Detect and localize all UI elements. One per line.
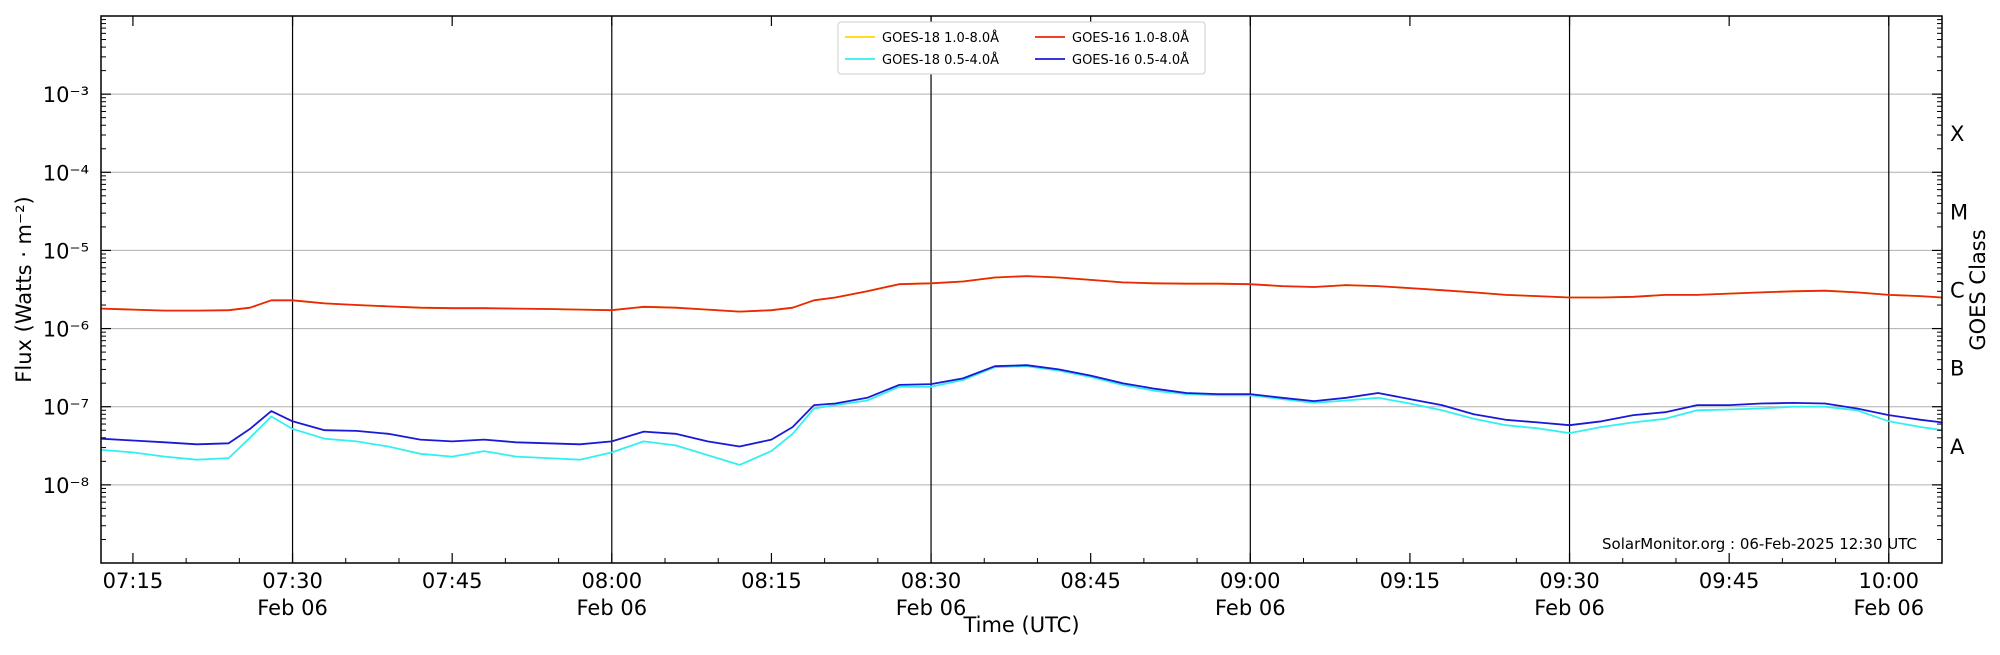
x-tick-label: 09:45	[1699, 569, 1760, 593]
x-axis-title: Time (UTC)	[962, 613, 1079, 637]
goes-class-label: A	[1950, 435, 1965, 459]
legend-label: GOES-18 0.5-4.0Å	[882, 52, 999, 68]
x-tick-label: 09:30	[1539, 569, 1600, 593]
legend-box	[837, 21, 1206, 75]
legend-label: GOES-16 0.5-4.0Å	[1072, 52, 1189, 68]
series-line	[100, 364, 1943, 448]
y-tick-label: 10⁻⁶	[43, 318, 89, 342]
x-tick-date-label: Feb 06	[257, 596, 328, 620]
x-tick-label: 09:15	[1380, 569, 1441, 593]
y-tick-label: 10⁻⁵	[43, 239, 89, 263]
x-tick-label: 10:00	[1859, 569, 1920, 593]
x-tick-date-label: Feb 06	[1854, 596, 1925, 620]
y-tick-label: 10⁻⁷	[43, 396, 89, 420]
goes-class-label: B	[1950, 357, 1964, 381]
source-annotation: SolarMonitor.org : 06-Feb-2025 12:30 UTC	[1602, 535, 1917, 553]
x-tick-date-label: Feb 06	[1534, 596, 1605, 620]
x-tick-label: 07:15	[103, 569, 164, 593]
series-layer	[100, 275, 1943, 466]
plot-frame	[100, 15, 1943, 564]
goes-class-label: X	[1950, 122, 1964, 146]
tick-layer	[101, 16, 1943, 563]
right-axis-title: GOES Class	[1966, 229, 1990, 350]
x-tick-date-label: Feb 06	[577, 596, 648, 620]
label-layer: 10⁻⁸ 10⁻⁷ 10⁻⁶ 10⁻⁵ 10⁻⁴ 10⁻³ A B C M X 07:15 07:30 F…	[43, 83, 1968, 620]
vertical-time-markers	[291, 16, 1890, 563]
x-tick-label: 08:45	[1060, 569, 1121, 593]
grid-layer	[101, 93, 1942, 486]
y-tick-label: 10⁻³	[43, 83, 89, 107]
x-tick-label: 07:30	[262, 569, 323, 593]
legend: GOES-18 1.0-8.0Å GOES-18 0.5-4.0Å GOES-16 …	[837, 21, 1206, 75]
goes-class-label: C	[1950, 279, 1965, 303]
x-tick-date-label: Feb 06	[896, 596, 967, 620]
y-axis-title: Flux (Watts · m⁻²)	[12, 196, 36, 382]
goes-class-label: M	[1950, 200, 1968, 224]
y-tick-label: 10⁻⁸	[43, 474, 89, 498]
legend-items: GOES-18 1.0-8.0Å GOES-18 0.5-4.0Å GOES-16 …	[845, 30, 1189, 68]
series-line	[100, 275, 1943, 313]
x-tick-label: 07:45	[422, 569, 483, 593]
legend-label: GOES-16 1.0-8.0Å	[1072, 30, 1189, 46]
x-tick-date-label: Feb 06	[1215, 596, 1286, 620]
x-tick-label: 09:00	[1220, 569, 1281, 593]
series-line	[100, 365, 1943, 466]
x-tick-label: 08:30	[901, 569, 962, 593]
x-tick-label: 08:00	[582, 569, 643, 593]
x-tick-label: 08:15	[741, 569, 802, 593]
y-tick-label: 10⁻⁴	[43, 161, 89, 185]
legend-label: GOES-18 1.0-8.0Å	[882, 30, 999, 46]
